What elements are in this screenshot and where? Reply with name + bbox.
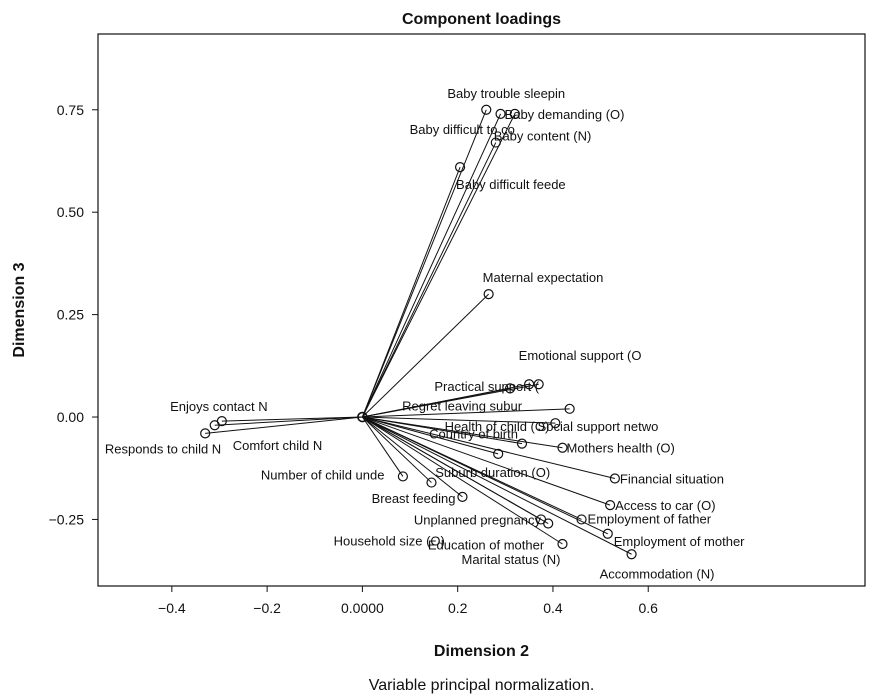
loading-vector — [362, 416, 542, 520]
loading-vector — [362, 408, 570, 418]
point-label: Social support netwo — [538, 419, 659, 434]
loading-point — [626, 549, 637, 560]
point-label: Comfort child N — [233, 438, 323, 453]
point-label: Regret leaving subur — [402, 398, 523, 413]
loading-vector — [221, 416, 363, 422]
point-label: Breast feeding — [372, 491, 456, 506]
point-label: Household size (O) — [334, 533, 445, 548]
loading-vector — [362, 416, 432, 483]
point-label: Enjoys contact N — [170, 399, 268, 414]
loading-point — [564, 403, 575, 414]
y-tick-label: 0.50 — [57, 204, 84, 220]
x-tick-label: 0.4 — [543, 600, 563, 616]
loading-vector — [362, 416, 611, 506]
point-label: Number of child unde — [261, 468, 385, 483]
point-label: Suburb duration (O) — [435, 465, 550, 480]
loading-point — [481, 104, 492, 115]
y-tick-label: 0.75 — [57, 102, 84, 118]
y-axis-ticks: −0.25 0.00 0.25 0.50 0.75 — [49, 102, 98, 527]
chart-caption: Variable principal normalization. — [369, 677, 595, 694]
loading-point — [457, 491, 468, 503]
loading-vector — [361, 113, 516, 418]
x-tick-label: 0.2 — [448, 600, 468, 616]
loading-point — [516, 438, 528, 449]
loading-vector — [362, 416, 616, 479]
point-label: Baby difficult to co — [410, 122, 515, 137]
loading-vector — [362, 416, 499, 455]
loading-point — [557, 442, 568, 453]
y-tick-label: 0.00 — [57, 409, 84, 425]
point-label: Health of child (O) — [445, 419, 550, 434]
y-tick-label: −0.25 — [49, 511, 85, 527]
x-axis-title: Dimension 2 — [434, 643, 529, 660]
loading-point — [495, 108, 506, 119]
loading-vector — [362, 293, 489, 418]
chart-title: Component loadings — [402, 11, 561, 28]
loading-vector — [362, 416, 632, 555]
loading-vector — [362, 416, 463, 498]
point-label: Unplanned pregnancy — [414, 512, 542, 527]
point-label: Accommodation (N) — [600, 566, 715, 581]
loading-point — [509, 108, 520, 119]
point-label: Practical support ( — [434, 379, 539, 394]
loading-point — [550, 418, 561, 429]
loading-point — [609, 473, 620, 484]
loading-point — [397, 471, 408, 482]
loading-point — [602, 528, 613, 539]
loading-vector — [361, 166, 461, 418]
loading-vector — [362, 416, 608, 535]
loading-point — [426, 477, 437, 488]
loading-point — [557, 538, 568, 550]
loading-vector — [362, 416, 563, 545]
loading-point — [504, 383, 516, 394]
loading-vector — [214, 416, 363, 426]
point-label: Baby content (N) — [494, 129, 592, 144]
x-axis-ticks: −0.4 −0.2 0.0000 0.2 0.4 0.6 — [158, 586, 658, 616]
y-axis-title: Dimension 3 — [11, 262, 28, 357]
loading-vector — [362, 416, 563, 449]
x-tick-label: −0.4 — [158, 600, 186, 616]
loading-point — [483, 289, 494, 300]
point-label: Financial situation — [620, 471, 724, 486]
loading-point — [209, 420, 220, 431]
loading-vector — [205, 416, 363, 434]
plot-frame — [97, 33, 866, 587]
loading-vector — [361, 113, 502, 418]
point-label: Baby trouble sleepin — [447, 86, 565, 101]
loading-point — [493, 448, 504, 459]
point-label: Mothers health (O) — [566, 441, 674, 456]
loading-point — [535, 514, 547, 525]
origin-point — [357, 411, 368, 423]
loading-vector — [361, 142, 497, 418]
point-label: Maternal expectation — [483, 270, 604, 285]
point-label: Emotional support (O — [519, 348, 642, 363]
loading-vector — [362, 387, 511, 418]
y-tick-label: 0.25 — [57, 307, 84, 323]
point-label: Country of birth — [429, 427, 518, 442]
loading-point — [454, 162, 466, 173]
point-label: Baby difficult feede — [456, 177, 566, 192]
x-tick-label: 0.0000 — [341, 600, 384, 616]
point-label: Access to car (O) — [615, 498, 715, 513]
loading-vectors — [200, 104, 637, 560]
loading-point — [200, 428, 211, 439]
point-label: Marital status (N) — [462, 552, 561, 567]
point-label: Employment of father — [588, 511, 712, 526]
loading-vector — [361, 109, 487, 418]
point-label: Employment of mother — [614, 534, 745, 549]
loading-point — [490, 137, 501, 148]
loading-point — [605, 499, 616, 511]
point-label: Education of mother — [428, 538, 545, 553]
point-label: Baby demanding (O) — [505, 107, 625, 122]
loading-vector — [362, 416, 556, 424]
loading-vector — [361, 416, 404, 477]
loading-point — [524, 379, 535, 390]
point-label: Responds to child N — [105, 441, 221, 456]
x-tick-label: −0.2 — [253, 600, 281, 616]
x-tick-label: 0.6 — [639, 600, 659, 616]
